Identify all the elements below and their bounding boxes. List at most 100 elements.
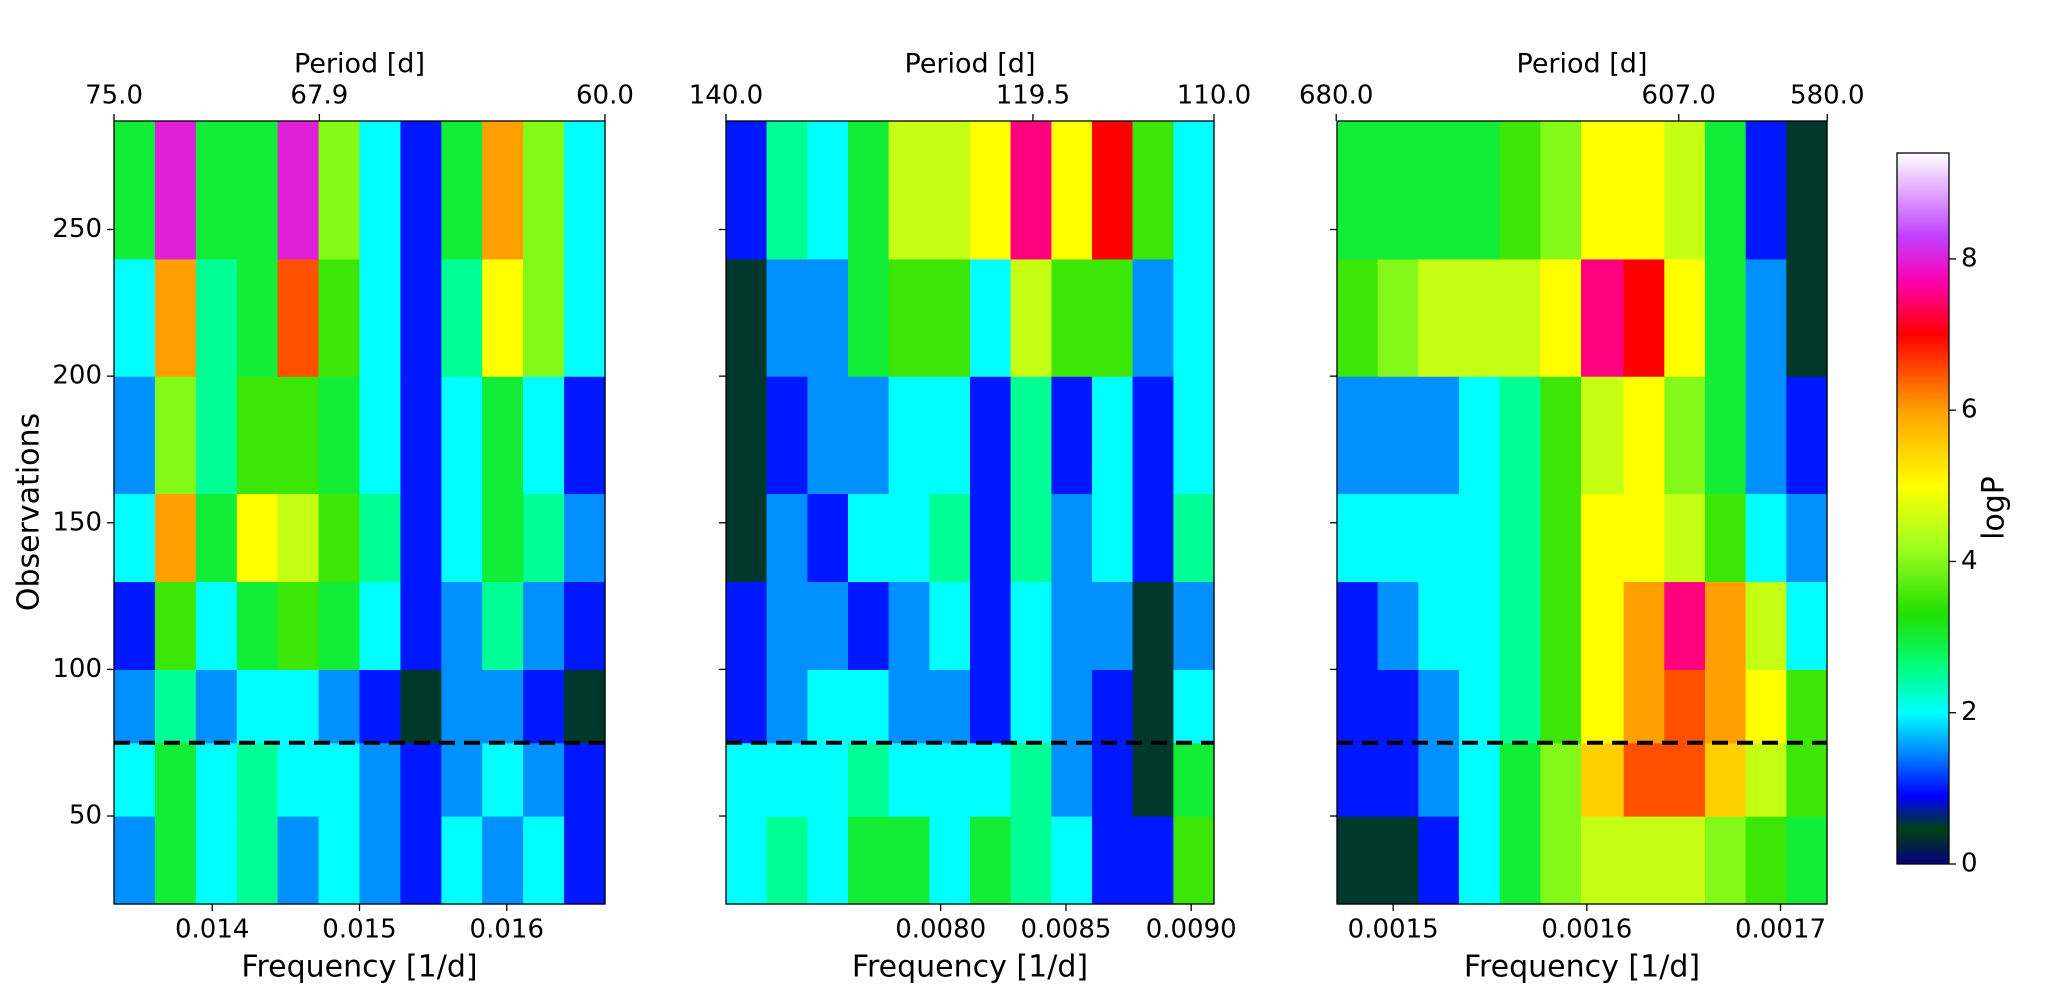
heatmap-cell (888, 121, 931, 260)
heatmap-cell (1581, 742, 1625, 817)
heatmap-cell (1051, 493, 1093, 583)
heatmap-cell (523, 742, 565, 817)
heatmap-cell (318, 581, 361, 670)
heatmap-cell (564, 121, 606, 260)
heatmap-cell (154, 581, 197, 670)
heatmap-cell (1418, 742, 1460, 817)
heatmap-cell (1092, 258, 1134, 377)
heatmap-cell (114, 376, 156, 495)
heatmap-cell (726, 816, 768, 905)
heatmap-cell (1540, 258, 1582, 377)
heatmap-cell (1173, 669, 1215, 744)
y-tick-label: 50 (69, 801, 102, 831)
heatmap-cell (848, 376, 890, 495)
heatmap-cell (1377, 742, 1419, 817)
heatmap-cell (1664, 121, 1706, 260)
heatmap-cell (441, 669, 483, 744)
heatmap-cell (1337, 669, 1379, 744)
heatmap-cell (1132, 376, 1175, 495)
heatmap-cell (1581, 121, 1625, 260)
heatmap-cell (1092, 493, 1134, 583)
heatmap-cell (1745, 376, 1787, 495)
heatmap-cell (1010, 121, 1053, 260)
heatmap-cell (277, 258, 320, 377)
heatmap-cell (766, 816, 809, 905)
heatmap-cell (523, 258, 565, 377)
heatmap-cell (236, 493, 279, 583)
heatmap-cell (1499, 581, 1541, 670)
heatmap-cell (1581, 581, 1625, 670)
heatmap-cell (564, 816, 606, 905)
x-tick-label: 0.0016 (1541, 915, 1632, 945)
x-tick-label: 0.015 (322, 915, 396, 945)
heatmap-cell (114, 816, 156, 905)
heatmap-cell (114, 493, 156, 583)
heatmap-cell (1499, 816, 1541, 905)
heatmap-cell (1051, 258, 1093, 377)
top-tick-label: 75.0 (85, 81, 143, 111)
heatmap-cell (1092, 376, 1134, 495)
heatmap-cell (564, 493, 606, 583)
heatmap-cell (318, 121, 361, 260)
heatmap-cell (1745, 581, 1787, 670)
heatmap-cell (318, 816, 361, 905)
heatmap-cell (1581, 669, 1625, 744)
heatmap-cell (970, 581, 1012, 670)
heatmap-cell (400, 121, 442, 260)
heatmap-cell (888, 816, 931, 905)
x-tick-label: 0.0085 (1020, 915, 1111, 945)
heatmap-cell (848, 742, 890, 817)
heatmap-cell (1377, 121, 1419, 260)
heatmap-cell (318, 493, 361, 583)
heatmap-cell (1786, 669, 1828, 744)
heatmap-cell (970, 816, 1012, 905)
y-tick-label: 150 (52, 507, 102, 537)
heatmap-cell (929, 121, 971, 260)
heatmap-cell (482, 121, 524, 260)
heatmap-cell (400, 669, 442, 744)
heatmap-cell (1499, 493, 1541, 583)
heatmap-cell (277, 669, 320, 744)
heatmap-cell (1786, 376, 1828, 495)
heatmap-cell (1092, 816, 1134, 905)
heatmap-cell (1459, 742, 1501, 817)
top-tick-label: 580.0 (1790, 81, 1864, 111)
heatmap-cell (236, 258, 279, 377)
heatmap-cell (766, 376, 809, 495)
heatmap-cell (1704, 742, 1747, 817)
heatmap-cell (1092, 669, 1134, 744)
heatmap-cell (1704, 258, 1747, 377)
heatmap-cell (114, 258, 156, 377)
heatmap-cell (1377, 669, 1419, 744)
heatmap-cell (1745, 742, 1787, 817)
heatmap-cell (523, 493, 565, 583)
plot-frame (725, 120, 1215, 905)
heatmap-cell (1623, 581, 1665, 670)
y-tick-label: 200 (52, 361, 102, 391)
heatmap-cell (482, 816, 524, 905)
x-axis-label: Frequency [1/d] (241, 950, 477, 985)
heatmap-cell (1664, 376, 1706, 495)
colorbar (1896, 152, 1950, 865)
heatmap-cell (766, 121, 809, 260)
heatmap-cell (807, 258, 849, 377)
heatmap-cell (807, 493, 849, 583)
heatmap-cell (888, 376, 931, 495)
heatmap-cell (1459, 669, 1501, 744)
heatmap-cell (1132, 258, 1175, 377)
heatmap-cell (929, 669, 971, 744)
heatmap-cell (1092, 581, 1134, 670)
heatmap-cell (564, 742, 606, 817)
y-tick-label: 100 (52, 654, 102, 684)
heatmap-cell (1051, 581, 1093, 670)
heatmap (1337, 121, 1828, 905)
heatmap-cell (1459, 581, 1501, 670)
heatmap-cell (523, 121, 565, 260)
heatmap-cell (1581, 258, 1625, 377)
heatmap-cell (359, 493, 402, 583)
heatmap-cell (848, 258, 890, 377)
heatmap-cell (1377, 816, 1419, 905)
heatmap-cell (807, 669, 849, 744)
x-tick-label: 0.016 (470, 915, 544, 945)
heatmap-cell (807, 742, 849, 817)
